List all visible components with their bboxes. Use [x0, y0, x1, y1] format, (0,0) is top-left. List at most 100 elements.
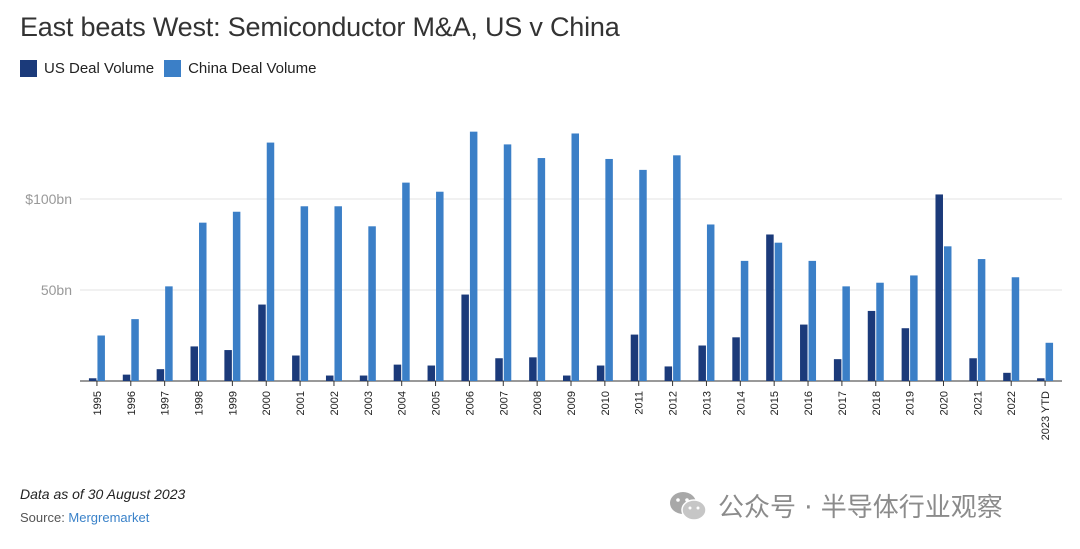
bar-china [1011, 277, 1020, 381]
bar-china [706, 224, 715, 381]
x-tick-label: 2019 [905, 391, 917, 415]
bar-us [258, 304, 266, 381]
x-tick-label: 1999 [227, 391, 239, 415]
bar-china [300, 206, 309, 381]
bar-us [495, 358, 503, 381]
bar-us [664, 366, 673, 381]
bar-us [88, 378, 97, 381]
x-tick-label: 2008 [532, 391, 544, 415]
bar-us [596, 365, 605, 381]
bar-us [359, 375, 368, 381]
bar-china [334, 206, 342, 381]
y-tick-label: 50bn [41, 282, 72, 298]
x-tick-label: 2017 [837, 391, 849, 415]
x-tick-label: 2016 [803, 391, 815, 415]
bar-us [1003, 372, 1011, 381]
bar-us [901, 328, 910, 381]
bar-us [529, 357, 537, 381]
chart-legend: US Deal Volume China Deal Volume [20, 60, 326, 77]
y-tick-label: $100bn [25, 191, 72, 207]
bar-us [563, 375, 571, 381]
bar-china [808, 260, 817, 381]
bar-us [461, 294, 469, 381]
bar-us [427, 365, 436, 381]
bar-china [910, 275, 918, 381]
bar-us [766, 234, 774, 381]
x-tick-label: 2020 [938, 391, 950, 415]
x-tick-label: 2001 [295, 391, 307, 415]
x-tick-label: 2007 [498, 391, 510, 415]
x-tick-label: 2023 YTD [1040, 391, 1052, 440]
bar-china [503, 144, 512, 381]
wechat-icon [670, 491, 707, 521]
x-tick-label: 2009 [566, 391, 578, 415]
x-tick-label: 1997 [160, 391, 172, 415]
bar-us [156, 369, 165, 381]
bar-us [224, 350, 232, 381]
bar-china [436, 191, 444, 381]
legend-label-china: China Deal Volume [188, 60, 317, 77]
chart-title: East beats West: Semiconductor M&A, US v… [20, 12, 620, 42]
bar-china [842, 286, 850, 381]
bar-us [800, 324, 808, 381]
source-line: Source: Mergremarket [20, 510, 149, 525]
x-tick-label: 2005 [431, 391, 443, 415]
x-tick-label: 1996 [126, 391, 138, 415]
bar-china [1045, 342, 1054, 381]
bar-us [1037, 378, 1045, 381]
legend-item-us: US Deal Volume [20, 60, 154, 77]
bar-us [292, 355, 300, 381]
x-tick-label: 2003 [363, 391, 375, 415]
bar-china [639, 169, 647, 381]
bar-china [165, 286, 173, 381]
bar-china [199, 222, 207, 381]
bar-us [935, 194, 943, 381]
legend-item-china: China Deal Volume [164, 60, 316, 77]
bar-china [977, 259, 986, 381]
source-prefix: Source: [20, 510, 69, 525]
bar-us [969, 358, 977, 381]
bar-us [698, 345, 706, 381]
bar-china [571, 133, 579, 381]
source-link[interactable]: Mergremarket [68, 510, 150, 525]
x-tick-label: 2006 [464, 391, 476, 415]
x-tick-label: 2012 [668, 391, 680, 415]
x-tick-label: 2018 [871, 391, 883, 415]
bar-china [266, 142, 275, 381]
bar-china [97, 335, 105, 381]
bar-china [368, 226, 376, 381]
legend-swatch-china [164, 60, 182, 77]
x-tick-label: 2000 [261, 391, 273, 415]
watermark-text: 公众号 · 半导体行业观察 [718, 493, 1003, 523]
bar-china [537, 158, 546, 381]
bar-us [630, 334, 639, 381]
bar-china [943, 246, 952, 381]
bar-us [393, 364, 402, 381]
x-tick-label: 2014 [735, 391, 747, 415]
legend-swatch-us [20, 60, 37, 77]
bar-china [876, 282, 884, 381]
x-tick-label: 2004 [397, 391, 409, 415]
bar-china [740, 260, 749, 381]
bar-us [833, 359, 842, 381]
bar-china [131, 319, 139, 381]
bar-china [605, 158, 613, 381]
bar-china [402, 182, 410, 381]
x-tick-label: 2021 [972, 391, 984, 415]
bar-china [232, 211, 241, 381]
bar-us [325, 375, 334, 381]
bar-chart: 50bn $100bn 1995 1996 1997 1998 1999 2000 2001 20… [25, 131, 1062, 440]
bar-us [732, 337, 740, 381]
x-tick-label: 2015 [769, 391, 781, 415]
legend-label-us: US Deal Volume [44, 60, 155, 77]
data-note: Data as of 30 August 2023 [20, 486, 186, 502]
bar-china [774, 242, 783, 381]
bar-us [867, 310, 876, 381]
x-tick-label: 1995 [92, 391, 104, 415]
watermark: 公众号 · 半导体行业观察 [668, 487, 1003, 524]
bar-china [673, 155, 681, 381]
x-tick-label: 2022 [1006, 391, 1018, 415]
bar-china [469, 131, 478, 381]
x-tick-label: 2011 [634, 391, 646, 415]
bar-us [122, 374, 131, 381]
